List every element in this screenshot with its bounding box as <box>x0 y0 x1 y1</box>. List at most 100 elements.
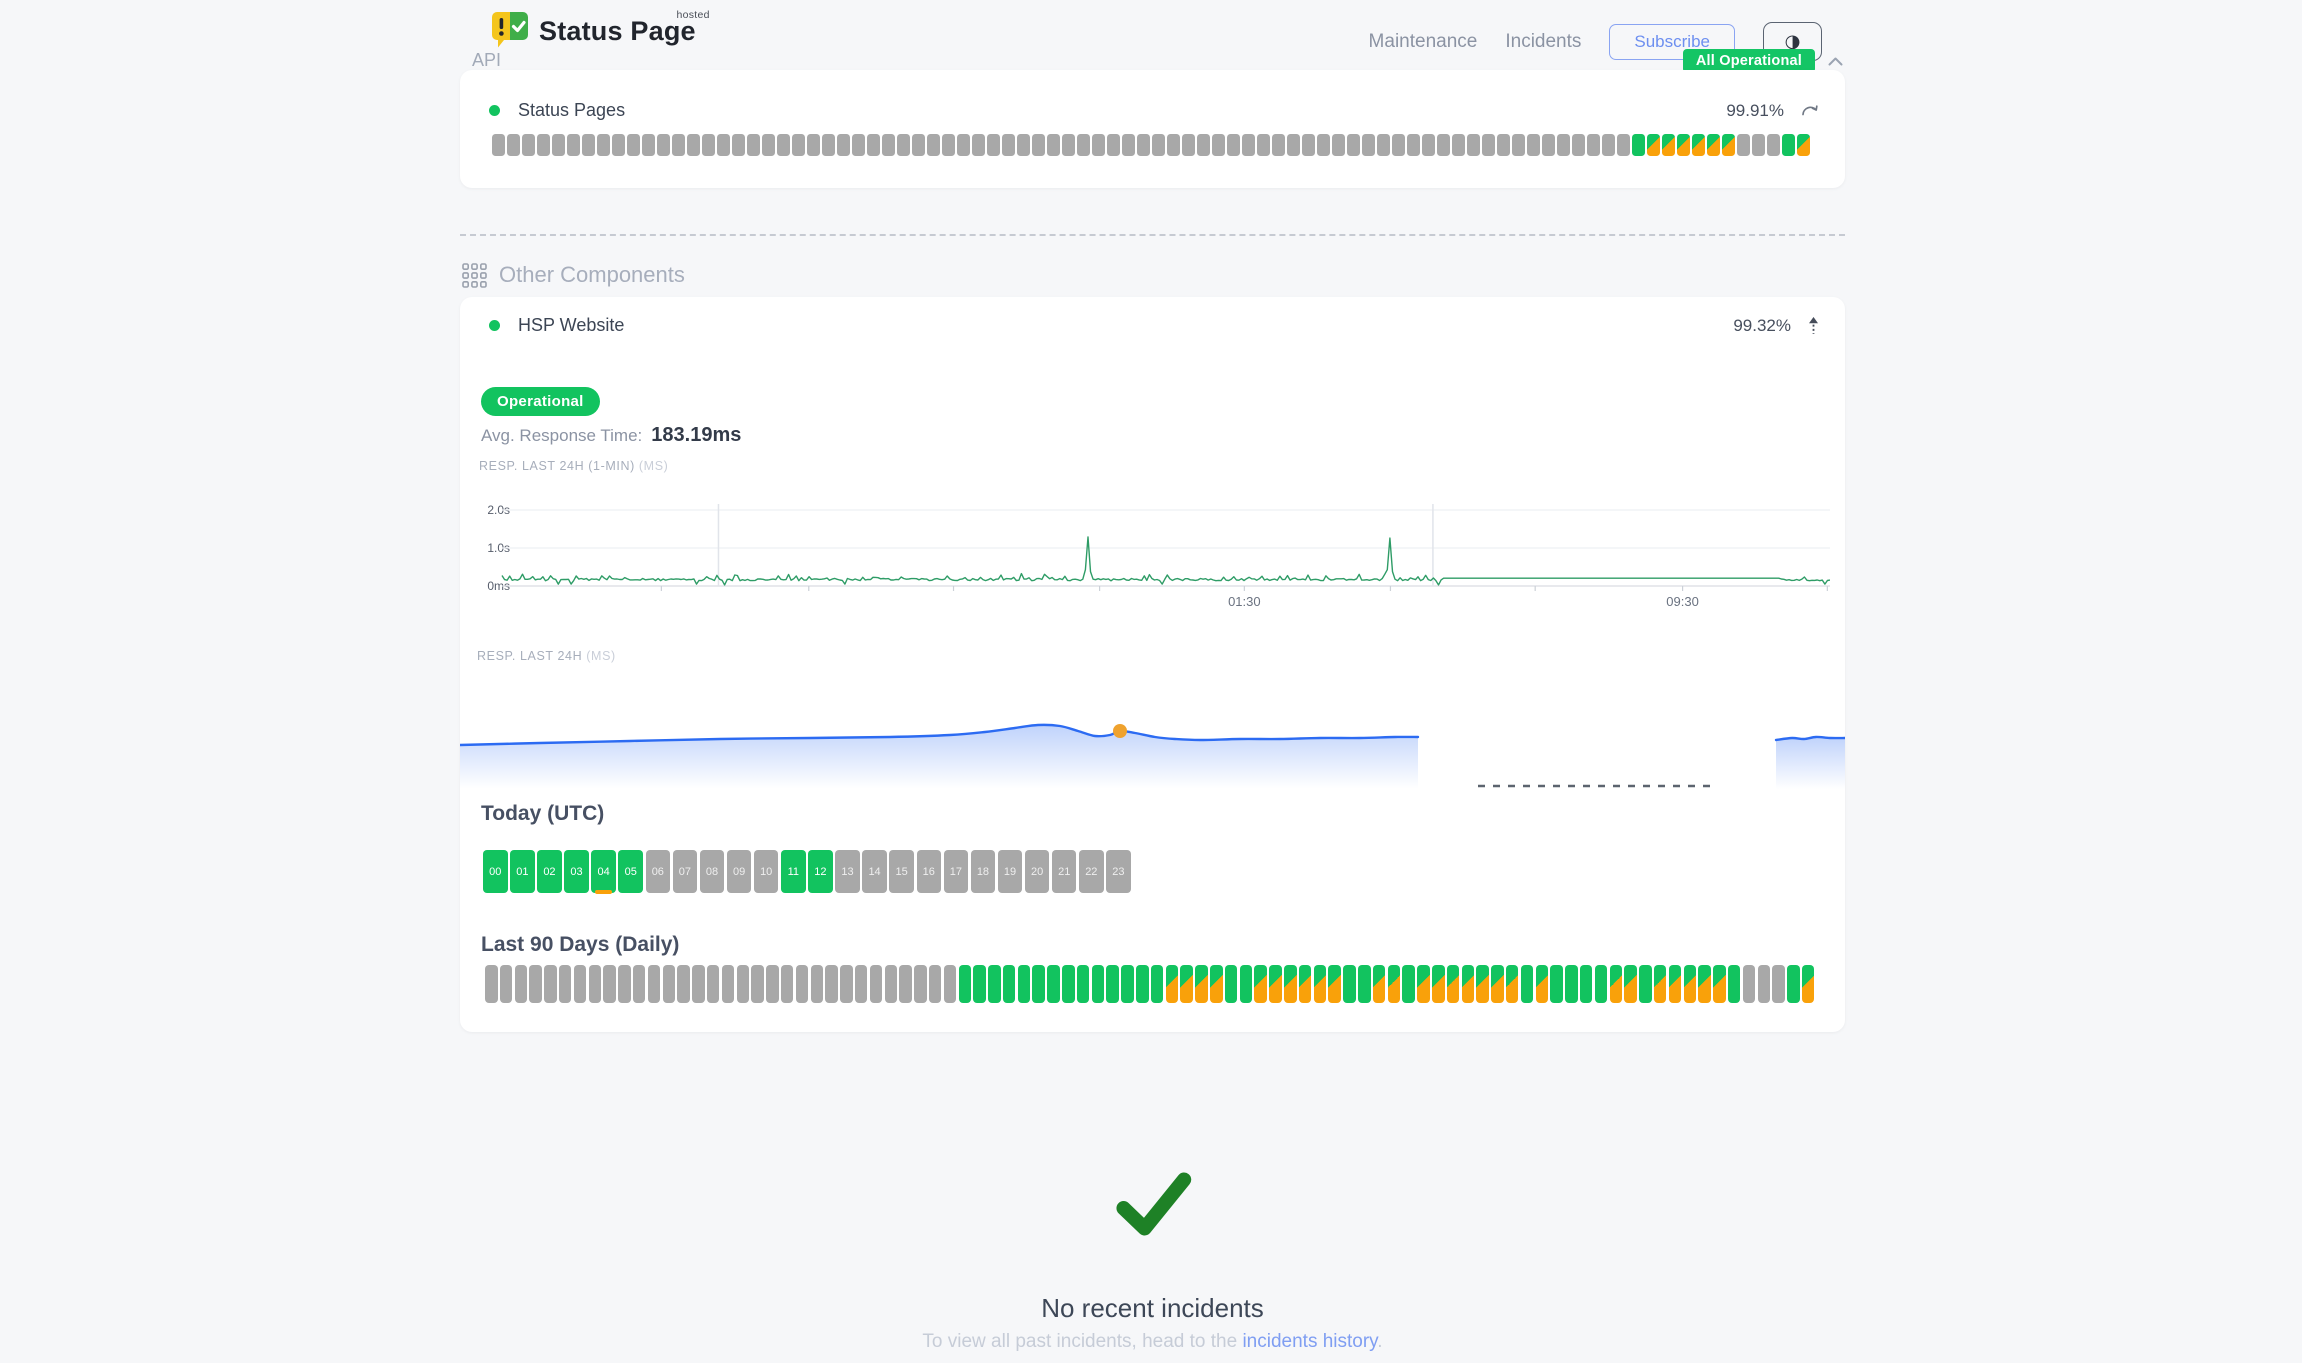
uptime-bar[interactable] <box>899 965 912 1003</box>
uptime-bar[interactable] <box>1491 965 1504 1003</box>
uptime-bar[interactable] <box>1542 134 1555 156</box>
uptime-bar[interactable] <box>795 965 809 1003</box>
hour-block[interactable]: 10 <box>753 850 779 893</box>
uptime-bar[interactable] <box>1482 134 1495 156</box>
hour-block[interactable]: 23 <box>1106 850 1131 893</box>
hour-block[interactable]: 09 <box>726 850 752 893</box>
uptime-bar[interactable] <box>1505 965 1519 1003</box>
uptime-bar[interactable] <box>1742 965 1756 1003</box>
uptime-bar[interactable] <box>1062 134 1075 156</box>
hour-block[interactable]: 11 <box>781 850 806 893</box>
uptime-bar[interactable] <box>1452 134 1465 156</box>
uptime-bar[interactable] <box>927 134 940 156</box>
nav-incidents[interactable]: Incidents <box>1505 30 1582 52</box>
uptime-bar[interactable] <box>687 134 700 156</box>
uptime-bar[interactable] <box>1467 134 1480 156</box>
uptime-bar[interactable] <box>988 965 1001 1003</box>
uptime-bar[interactable] <box>677 965 690 1003</box>
uptime-bar[interactable] <box>1653 965 1667 1003</box>
uptime-bar[interactable] <box>1550 965 1563 1003</box>
uptime-bar[interactable] <box>751 965 764 1003</box>
uptime-bar[interactable] <box>1417 965 1430 1003</box>
uptime-bar[interactable] <box>612 134 625 156</box>
hour-block[interactable]: 08 <box>699 850 725 893</box>
uptime-bar[interactable] <box>777 134 790 156</box>
uptime-bar[interactable] <box>972 134 985 156</box>
hour-block[interactable]: 00 <box>483 850 508 893</box>
uptime-bar[interactable] <box>914 965 927 1003</box>
uptime-bar[interactable] <box>1647 134 1660 156</box>
uptime-bar[interactable] <box>1624 965 1637 1003</box>
uptime-bar[interactable] <box>1254 965 1267 1003</box>
uptime-bar[interactable] <box>1313 965 1327 1003</box>
uptime-bar[interactable] <box>1343 965 1356 1003</box>
uptime-bar[interactable] <box>706 965 720 1003</box>
uptime-bar[interactable] <box>1617 134 1630 156</box>
uptime-bar[interactable] <box>1535 965 1549 1003</box>
uptime-bar[interactable] <box>662 965 676 1003</box>
uptime-bar[interactable] <box>1047 965 1060 1003</box>
hour-block[interactable]: 06 <box>645 850 671 893</box>
uptime-bar[interactable] <box>1002 134 1015 156</box>
hour-block[interactable]: 21 <box>1051 850 1077 893</box>
uptime-bar[interactable] <box>1287 134 1300 156</box>
uptime-bar[interactable] <box>1587 134 1600 156</box>
uptime-bar[interactable] <box>1091 965 1105 1003</box>
hour-block[interactable]: 05 <box>618 850 643 893</box>
hour-block[interactable]: 22 <box>1079 850 1104 893</box>
uptime-bar[interactable] <box>597 134 610 156</box>
hour-block[interactable]: 15 <box>889 850 914 893</box>
uptime-bar[interactable] <box>529 965 542 1003</box>
uptime-bar[interactable] <box>1476 965 1489 1003</box>
uptime-bar[interactable] <box>1772 965 1785 1003</box>
uptime-bar[interactable] <box>1565 965 1578 1003</box>
uptime-bar[interactable] <box>1727 965 1741 1003</box>
uptime-bar[interactable] <box>1257 134 1270 156</box>
uptime-bar[interactable] <box>807 134 820 156</box>
uptime-bar[interactable] <box>1317 134 1330 156</box>
uptime-bar[interactable] <box>537 134 550 156</box>
uptime-bar[interactable] <box>1787 965 1800 1003</box>
uptime-bar[interactable] <box>1092 134 1105 156</box>
uptime-bar[interactable] <box>1167 134 1180 156</box>
uptime-bar[interactable] <box>721 965 735 1003</box>
uptime-bar[interactable] <box>867 134 880 156</box>
uptime-bar[interactable] <box>1446 965 1460 1003</box>
uptime-bar[interactable] <box>762 134 775 156</box>
uptime-bar[interactable] <box>780 965 794 1003</box>
uptime-bar[interactable] <box>1077 134 1090 156</box>
uptime-bar[interactable] <box>1272 134 1285 156</box>
uptime-bar[interactable] <box>747 134 760 156</box>
uptime-bar[interactable] <box>1269 965 1282 1003</box>
uptime-bar[interactable] <box>1137 134 1150 156</box>
uptime-bar[interactable] <box>1332 134 1345 156</box>
hour-block[interactable]: 14 <box>862 850 887 893</box>
uptime-bar[interactable] <box>1594 965 1608 1003</box>
uptime-bar[interactable] <box>582 134 595 156</box>
uptime-bar[interactable] <box>702 134 715 156</box>
uptime-bar[interactable] <box>1698 965 1711 1003</box>
hour-block[interactable]: 17 <box>943 850 969 893</box>
uptime-bar[interactable] <box>1722 134 1735 156</box>
hour-block[interactable]: 20 <box>1024 850 1050 893</box>
uptime-bar[interactable] <box>1713 965 1726 1003</box>
uptime-bar[interactable] <box>1002 965 1016 1003</box>
uptime-bar[interactable] <box>1239 965 1253 1003</box>
hour-block[interactable]: 13 <box>835 850 860 893</box>
nav-maintenance[interactable]: Maintenance <box>1368 30 1478 52</box>
uptime-bar[interactable] <box>1017 134 1030 156</box>
uptime-bar[interactable] <box>869 965 883 1003</box>
uptime-bar[interactable] <box>1609 965 1623 1003</box>
uptime-bar[interactable] <box>987 134 1000 156</box>
hour-block[interactable]: 03 <box>564 850 589 893</box>
uptime-bar[interactable] <box>1602 134 1615 156</box>
uptime-bar[interactable] <box>736 965 750 1003</box>
uptime-bar[interactable] <box>1402 965 1415 1003</box>
uptime-bar[interactable] <box>822 134 835 156</box>
uptime-bar[interactable] <box>942 134 955 156</box>
uptime-bar[interactable] <box>1242 134 1255 156</box>
component-row-hsp-website[interactable]: HSP Website 99.32% <box>489 315 1820 336</box>
uptime-bar[interactable] <box>1801 965 1815 1003</box>
uptime-bar[interactable] <box>1358 965 1371 1003</box>
uptime-bar[interactable] <box>1062 965 1075 1003</box>
